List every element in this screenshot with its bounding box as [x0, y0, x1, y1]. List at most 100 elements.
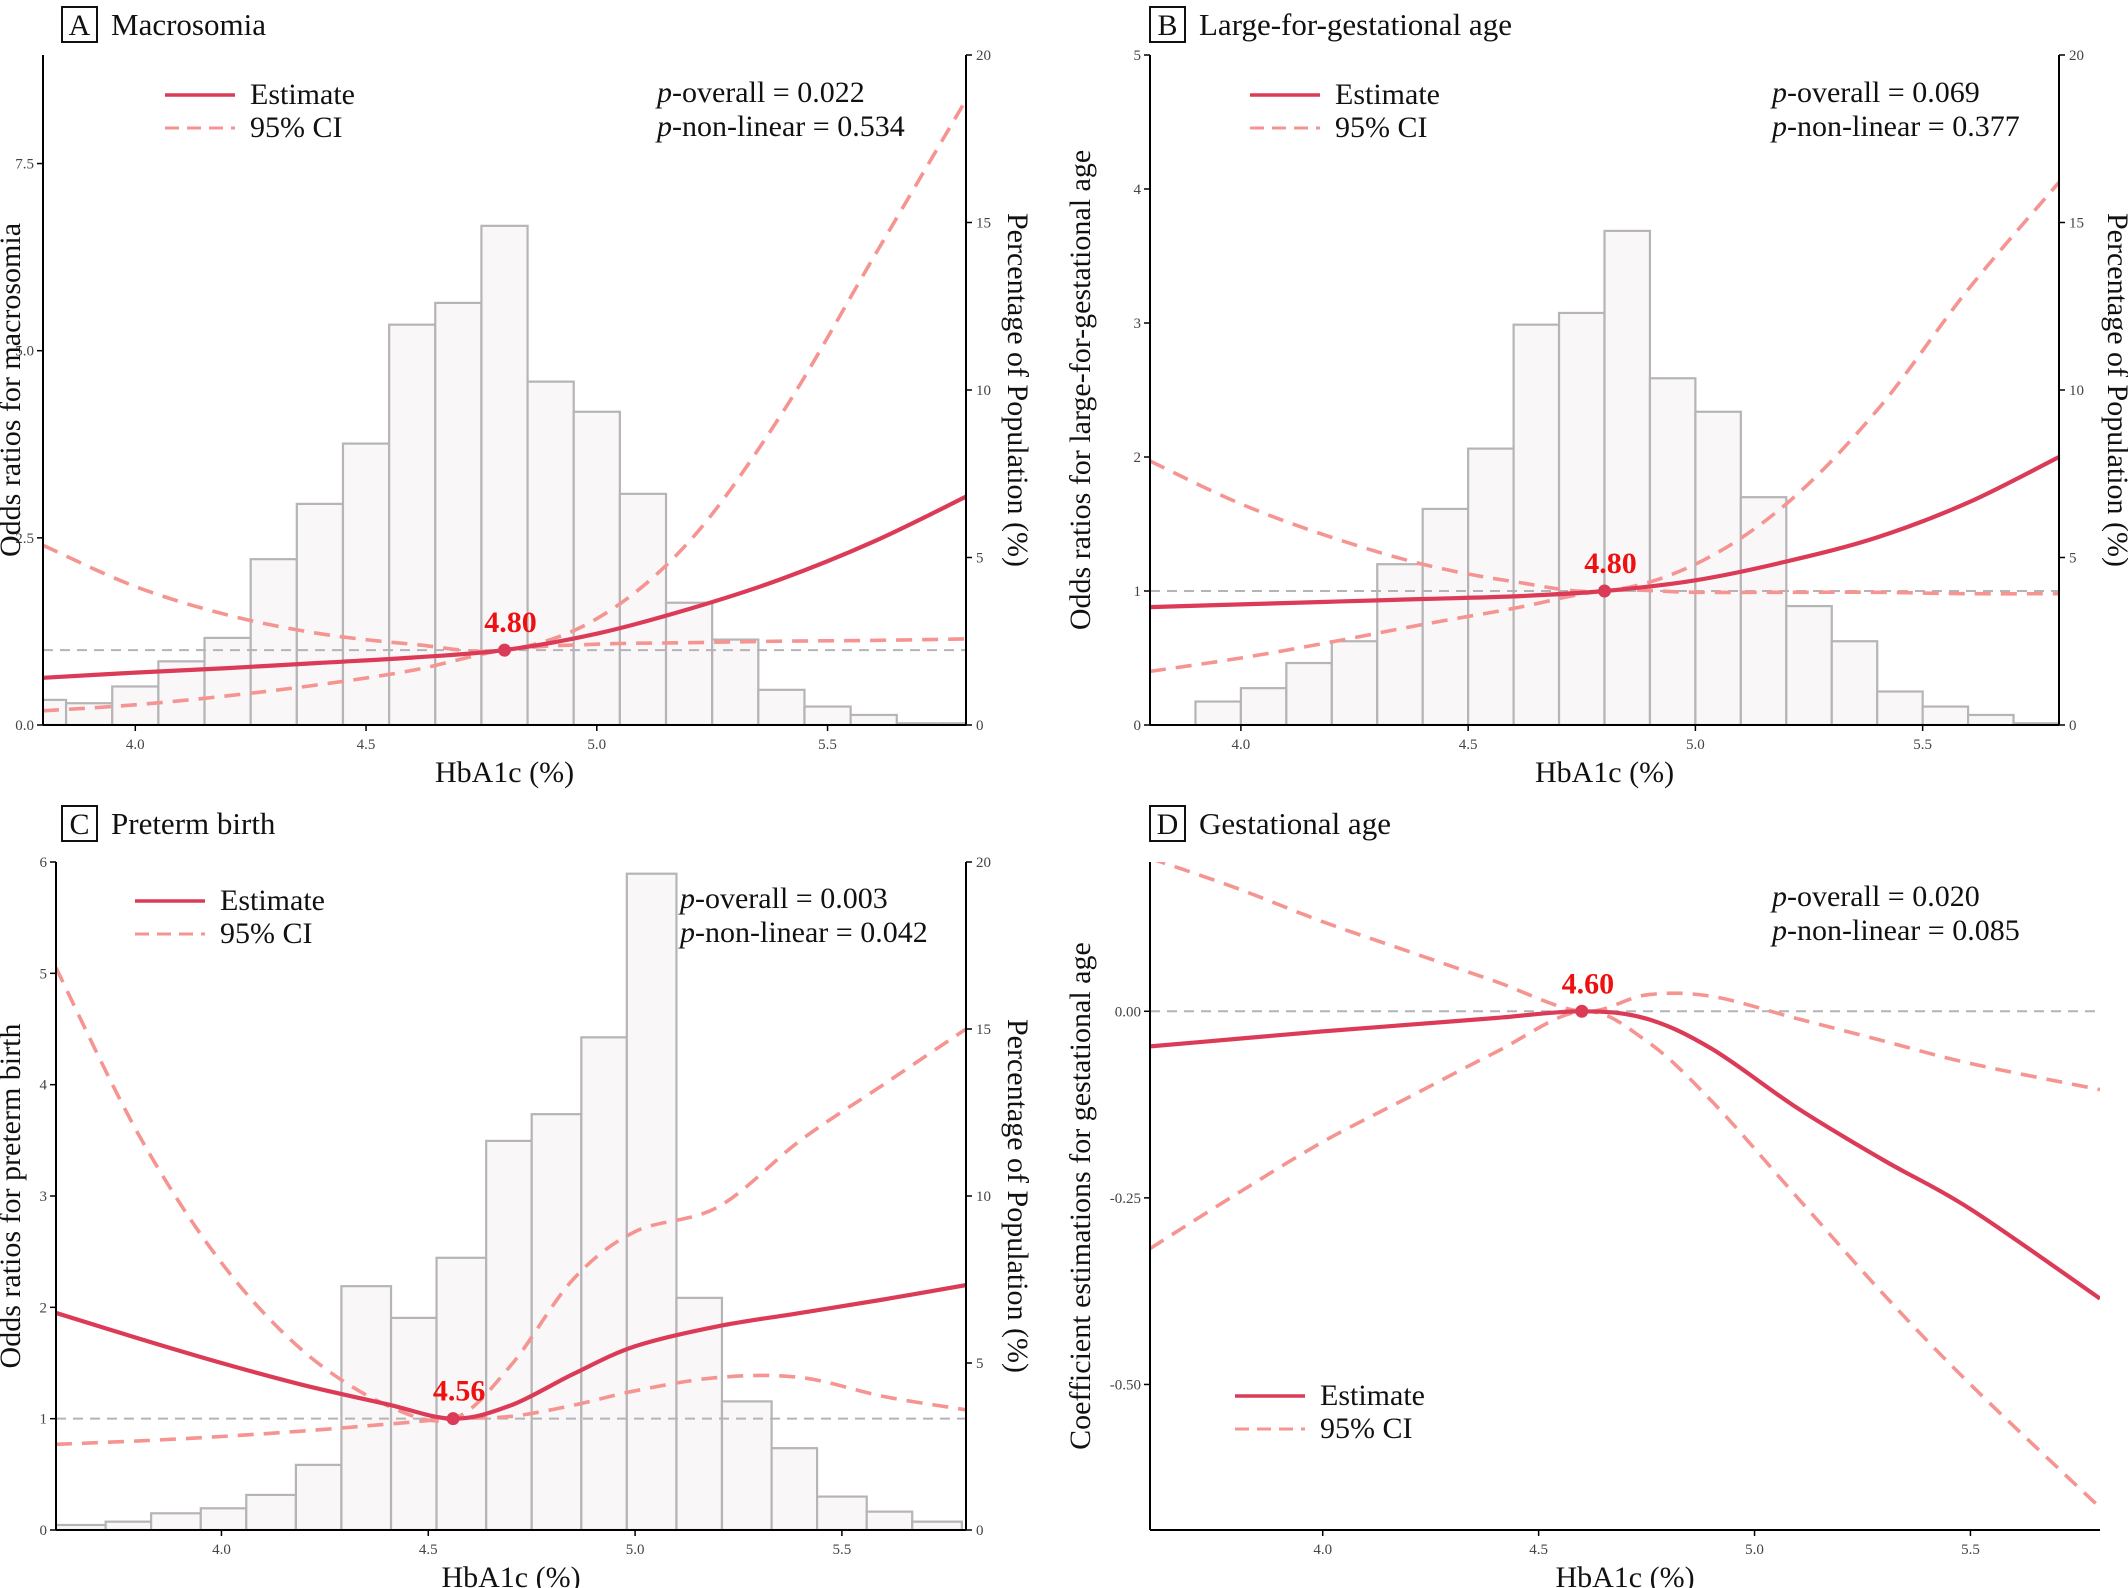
p-nonlinear-text: p-non-linear = 0.085	[1770, 914, 2020, 947]
y-tick-label: 3	[1134, 316, 1142, 332]
histogram-bar	[911, 1520, 963, 1530]
p-italic: p	[1770, 76, 1787, 109]
y2-axis-title: Percentage of Population (%)	[1001, 213, 1034, 567]
plot-area	[1150, 181, 2059, 725]
ci-upper-line	[43, 98, 966, 654]
reference-point	[446, 1412, 460, 1426]
p-italic: p	[1770, 110, 1787, 143]
y-tick-label: 0.00	[1115, 1004, 1141, 1020]
y-tick-label: 5	[40, 966, 48, 982]
reference-label: 4.80	[1584, 547, 1637, 580]
histogram-bar	[618, 492, 668, 725]
y2-tick-label: 5	[2069, 551, 2077, 567]
legend-ci-label: 95% CI	[1335, 111, 1428, 144]
p-overall-value: -overall = 0.022	[672, 76, 865, 109]
p-overall-text: p-overall = 0.069	[1770, 76, 1980, 109]
x-axis-title: HbA1c (%)	[1535, 756, 1674, 789]
histogram-bar	[1785, 604, 1833, 725]
histogram-bar	[1239, 687, 1288, 725]
x-tick-label: 4.0	[1313, 1542, 1332, 1558]
panel-title: Gestational age	[1199, 806, 1391, 841]
legend-estimate-label: Estimate	[1320, 1379, 1425, 1412]
histogram-bar	[757, 688, 806, 725]
p-overall-value: -overall = 0.020	[1787, 880, 1980, 913]
histogram-bar	[150, 1512, 202, 1530]
histogram-bar	[1739, 496, 1788, 725]
x-axis-title: HbA1c (%)	[435, 756, 574, 789]
panel-letter-box	[1149, 6, 1186, 43]
histogram-bar	[526, 380, 575, 725]
y2-tick-label: 20	[2069, 48, 2084, 64]
y2-tick-label: 0	[2069, 718, 2077, 734]
y-tick-label: -0.50	[1110, 1377, 1141, 1393]
y-axis-title: Coefficient estimations for gestational …	[1064, 942, 1097, 1450]
p-nonlinear-value: -non-linear = 0.377	[1787, 110, 2020, 143]
p-italic: p	[655, 76, 672, 109]
histogram-bar	[435, 1256, 488, 1530]
p-nonlinear-value: -non-linear = 0.534	[672, 110, 905, 143]
histogram-bar	[1512, 323, 1561, 725]
histogram-bar	[1285, 661, 1333, 725]
y-tick-label: -0.25	[1110, 1191, 1141, 1207]
histogram-bar	[1603, 229, 1652, 725]
ci-upper-line	[56, 966, 966, 1423]
legend-estimate-label: Estimate	[1335, 78, 1440, 111]
p-nonlinear-text: p-non-linear = 0.042	[678, 916, 928, 949]
histogram-bar	[104, 1520, 153, 1530]
p-nonlinear-value: -non-linear = 0.042	[695, 916, 928, 949]
ci-lower-line	[1150, 1009, 2100, 1509]
histogram-bar	[770, 1447, 819, 1530]
x-tick-label: 5.0	[626, 1542, 645, 1558]
y-tick-label: 5	[1134, 48, 1142, 64]
reference-point	[498, 643, 511, 657]
panel-title: Macrosomia	[111, 7, 266, 42]
histogram-bar	[434, 301, 483, 725]
ci-lower-line	[1150, 588, 2059, 674]
y2-tick-label: 10	[2069, 383, 2084, 399]
panel-letter: D	[1157, 808, 1179, 841]
p-overall-text: p-overall = 0.022	[655, 76, 865, 109]
y-tick-label: 3	[40, 1189, 48, 1205]
panel-letter-box	[61, 805, 98, 842]
panel-title: Preterm birth	[111, 806, 276, 841]
p-nonlinear-value: -non-linear = 0.085	[1787, 914, 2020, 947]
histogram-bar	[1467, 447, 1515, 725]
histogram-bar	[1376, 563, 1424, 725]
p-italic: p	[678, 882, 695, 915]
histogram-bar	[295, 502, 345, 725]
p-nonlinear-text: p-non-linear = 0.534	[655, 110, 905, 143]
y2-tick-label: 10	[976, 1189, 991, 1205]
p-italic: p	[1770, 914, 1787, 947]
panel-letter-box	[1149, 805, 1186, 842]
p-italic: p	[678, 916, 695, 949]
histogram-bar	[199, 1507, 248, 1530]
y-tick-label: 4	[40, 1078, 48, 1094]
ci-upper-line	[1155, 862, 2100, 1092]
y2-tick-label: 15	[2069, 216, 2084, 232]
histogram-bar	[1876, 690, 1924, 725]
x-tick-label: 5.5	[1961, 1542, 1980, 1558]
histogram-bar	[849, 713, 898, 725]
y-axis-title: Odds ratios for large-for-gestational ag…	[1064, 150, 1097, 630]
y-tick-label: 6	[40, 855, 48, 871]
y-tick-label: 2	[40, 1300, 48, 1316]
reference-point	[1598, 584, 1611, 598]
histogram-bar	[803, 705, 852, 725]
x-tick-label: 5.5	[1913, 737, 1932, 753]
x-tick-label: 4.5	[1529, 1542, 1548, 1558]
p-overall-text: p-overall = 0.020	[1770, 880, 1980, 913]
histogram-bar	[340, 1285, 393, 1530]
estimate-line	[1150, 1009, 2100, 1301]
p-overall-value: -overall = 0.069	[1787, 76, 1980, 109]
legend-estimate-label: Estimate	[220, 884, 325, 917]
y-tick-label: 0	[1134, 718, 1142, 734]
y-axis-title: Odds ratios for macrosomia	[0, 223, 27, 557]
y-tick-label: 7.5	[15, 157, 34, 173]
x-tick-label: 4.5	[419, 1542, 438, 1558]
x-axis-title: HbA1c (%)	[441, 1561, 580, 1588]
histogram-bar	[865, 1510, 914, 1530]
histogram-bar	[1330, 640, 1379, 725]
reference-label: 4.60	[1562, 967, 1615, 1000]
x-tick-label: 5.5	[833, 1542, 852, 1558]
panel-letter-box	[61, 6, 98, 43]
